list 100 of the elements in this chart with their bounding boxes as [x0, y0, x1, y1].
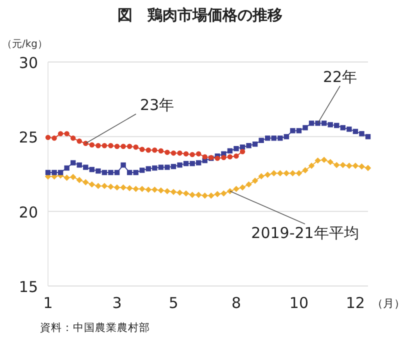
x-tick-label: 1: [43, 294, 53, 312]
point: [327, 158, 334, 166]
point: [96, 168, 101, 174]
point: [120, 162, 126, 168]
point: [240, 149, 246, 154]
point: [352, 128, 358, 134]
point: [346, 162, 352, 169]
y-axis-title: （元/kg）: [2, 39, 48, 50]
point: [352, 162, 359, 169]
point: [126, 185, 133, 192]
point: [220, 190, 227, 197]
point: [133, 144, 138, 150]
point: [177, 162, 182, 168]
point: [227, 148, 233, 154]
point: [83, 164, 88, 170]
point: [139, 186, 146, 192]
point: [88, 181, 96, 188]
point: [102, 170, 108, 176]
x-axis-title: （月）: [372, 297, 400, 310]
point: [58, 170, 64, 176]
x-tick-label: 3: [112, 294, 122, 312]
point: [190, 152, 195, 158]
point: [365, 134, 371, 140]
point: [145, 186, 152, 193]
point: [296, 128, 302, 134]
point: [189, 192, 196, 198]
x-tick-label: 12: [346, 294, 365, 312]
point: [114, 184, 120, 191]
point: [170, 164, 176, 170]
point: [146, 148, 151, 153]
point: [258, 138, 264, 143]
text: 2019-21年平均: [251, 224, 359, 242]
point: [114, 170, 120, 176]
x-tick-label: 5: [168, 294, 178, 312]
point: [120, 144, 126, 149]
point: [340, 162, 346, 168]
point: [158, 164, 164, 170]
point: [152, 186, 158, 193]
point: [89, 166, 95, 172]
point: [76, 138, 82, 144]
point: [177, 150, 182, 156]
point: [296, 170, 302, 176]
point: [183, 151, 189, 156]
point: [308, 120, 314, 126]
point: [227, 154, 233, 160]
point: [214, 156, 220, 161]
point: [164, 188, 170, 194]
point: [140, 146, 145, 152]
text: 22年: [322, 68, 358, 86]
x-tick-label: 8: [231, 294, 242, 312]
point: [102, 143, 108, 148]
point: [176, 190, 183, 196]
point: [64, 131, 70, 136]
point: [96, 143, 101, 148]
point: [314, 157, 321, 164]
point: [214, 191, 221, 198]
point: [158, 187, 164, 194]
point: [126, 144, 132, 149]
point: [265, 136, 270, 141]
point: [270, 170, 277, 176]
point: [52, 170, 57, 176]
point: [196, 151, 202, 156]
point: [89, 142, 95, 148]
point: [346, 126, 352, 132]
text: 資料：中国農業農村部: [40, 321, 150, 334]
point: [195, 192, 202, 198]
point: [70, 160, 76, 166]
point: [132, 186, 139, 192]
point: [234, 146, 239, 152]
point: [252, 178, 258, 184]
point: [202, 154, 208, 160]
point: [58, 131, 64, 136]
point: [120, 184, 126, 191]
point: [114, 144, 120, 149]
point: [101, 182, 108, 190]
point: [271, 136, 276, 141]
point: [320, 156, 328, 163]
point: [146, 166, 151, 172]
point: [76, 162, 82, 168]
point: [108, 170, 114, 176]
point: [246, 181, 252, 188]
point: [208, 192, 214, 199]
point: [290, 170, 296, 176]
point: [70, 174, 76, 180]
point: [284, 134, 290, 140]
text: 23年: [140, 96, 174, 114]
point: [64, 174, 70, 181]
point: [283, 170, 290, 176]
point: [95, 182, 102, 190]
point: [278, 136, 283, 141]
point: [234, 153, 239, 159]
point: [126, 170, 132, 176]
point: [246, 143, 252, 148]
point: [364, 164, 372, 172]
point: [290, 128, 296, 134]
chart-title: 図 鶏肉市場価格の推移: [118, 6, 282, 24]
y-tick-label: 25: [18, 128, 38, 147]
x-tick-label: 10: [289, 294, 309, 312]
point: [45, 134, 51, 140]
point: [359, 131, 364, 136]
